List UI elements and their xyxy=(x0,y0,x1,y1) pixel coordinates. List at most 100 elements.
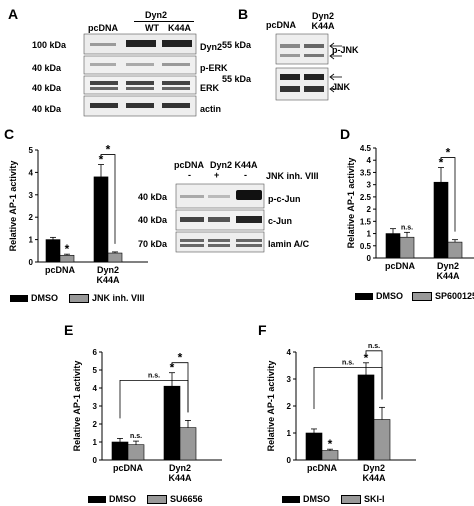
y-tick-label: 0 xyxy=(29,258,34,267)
significance-mark: * xyxy=(99,153,104,167)
y-tick-label: 0 xyxy=(287,456,292,465)
panel-b-blot-image xyxy=(275,33,342,101)
y-tick-label: 1 xyxy=(93,438,98,447)
y-tick-label: 4 xyxy=(29,168,34,177)
y-tick-label: 1.5 xyxy=(360,217,372,226)
bar-dyn2-k44a-su6656 xyxy=(179,427,197,461)
legend-swatch-dmso xyxy=(88,495,106,503)
chart-f: 0 1 2 3 4 Relative AP-1 activity pcDNA Dyn2K44A… xyxy=(266,343,416,483)
legend-swatch-dmso xyxy=(355,292,373,300)
legend-swatch-ski xyxy=(341,494,361,504)
panel-c-sign-2: + xyxy=(214,170,220,180)
significance-mark: * xyxy=(446,146,451,160)
bar-pcdna-jnk-inh-viii xyxy=(59,254,75,263)
panel-b-row-jnk: JNK xyxy=(332,82,351,92)
panel-letter-b: B xyxy=(238,6,249,22)
panel-c-kda-3: 70 kDa xyxy=(138,239,168,249)
panel-a-row-erk: ERK xyxy=(200,83,220,93)
x-category-label: pcDNA xyxy=(385,261,416,271)
y-tick-label: 4.5 xyxy=(360,144,372,153)
bar-pcdna-sp600125 xyxy=(399,236,415,259)
chart-c-legend: DMSO JNK inh. VIII xyxy=(10,293,145,303)
bar-dyn2-k44a-dmso xyxy=(163,385,181,461)
panel-a-kda-3: 40 kDa xyxy=(32,83,62,93)
x-category-label: Dyn2 xyxy=(437,261,459,271)
bar-pcdna-ski-i xyxy=(321,450,339,461)
significance-mark: * xyxy=(106,143,111,157)
y-tick-label: 6 xyxy=(93,348,98,357)
panel-letter-e: E xyxy=(64,322,74,338)
y-tick-label: 5 xyxy=(29,146,34,155)
panel-a-group-label: Dyn2 xyxy=(145,10,168,20)
panel-c-sign-3: - xyxy=(244,170,247,180)
significance-mark: * xyxy=(364,351,369,365)
panel-letter-f: F xyxy=(258,322,267,338)
x-category-label: K44A xyxy=(96,275,120,285)
legend-swatch-su xyxy=(147,494,167,504)
y-tick-label: 0 xyxy=(93,456,98,465)
panel-a-kda-2: 40 kDa xyxy=(32,63,62,73)
panel-c-lane-2: Dyn2 K44A xyxy=(210,160,258,170)
legend-swatch-jnk xyxy=(69,293,89,303)
panel-letter-c: C xyxy=(4,126,15,142)
significance-mark: n.s. xyxy=(148,372,160,379)
chart-f-legend-1: DMSO xyxy=(303,494,330,504)
significance-mark: * xyxy=(328,437,333,451)
y-tick-label: 1 xyxy=(367,230,372,239)
panel-a-kda-4: 40 kDa xyxy=(32,104,62,114)
panel-a-lane-2: WT xyxy=(145,23,159,33)
x-category-label: K44A xyxy=(436,271,460,281)
y-tick-label: 4 xyxy=(367,156,372,165)
bar-pcdna-su6656 xyxy=(127,444,145,461)
y-axis-label: Relative AP-1 activity xyxy=(72,361,82,452)
panel-a-row-actin: actin xyxy=(200,104,222,114)
panel-c-blot-image xyxy=(175,183,265,253)
bar-pcdna-dmso xyxy=(111,441,129,461)
significance-mark: * xyxy=(178,351,183,365)
y-tick-label: 0 xyxy=(367,254,372,263)
x-category-label: pcDNA xyxy=(45,265,76,275)
panel-b-lane-1: pcDNA xyxy=(266,20,297,30)
legend-swatch-dmso xyxy=(10,294,28,302)
chart-e: 0 1 2 3 4 5 6 Relative AP-1 activity pcDNA Dyn2K4… xyxy=(72,348,222,483)
chart-e-legend: DMSO SU6656 xyxy=(88,494,203,504)
panel-a-row-dyn2: Dyn2 xyxy=(200,42,223,52)
panel-a-lane-3: K44A xyxy=(168,23,192,33)
y-axis-label: Relative AP-1 activity xyxy=(266,361,276,452)
panel-a-kda-1: 100 kDa xyxy=(32,40,67,50)
panel-a-blot-image xyxy=(83,33,197,117)
y-tick-label: 3 xyxy=(29,191,34,200)
y-tick-label: 2 xyxy=(29,213,34,222)
significance-mark: n.s. xyxy=(401,224,413,231)
panel-c-row-pcjun: p-c-Jun xyxy=(268,194,301,204)
chart-c-legend-1: DMSO xyxy=(31,293,58,303)
comparison-bracket xyxy=(440,157,456,232)
y-axis-label: Relative AP-1 activity xyxy=(8,161,18,252)
bar-pcdna-dmso xyxy=(385,233,401,259)
y-tick-label: 4 xyxy=(93,384,98,393)
y-tick-label: 1 xyxy=(287,429,292,438)
chart-f-legend-2: SKI-I xyxy=(364,494,385,504)
chart-d-legend-2: SP600125 xyxy=(435,291,474,301)
comparison-bracket xyxy=(119,380,189,419)
y-tick-label: 1 xyxy=(29,236,34,245)
significance-mark: n.s. xyxy=(130,433,142,440)
chart-f-legend: DMSO SKI-I xyxy=(282,494,385,504)
y-tick-label: 2 xyxy=(287,402,292,411)
chart-d: 0 0.5 1 1.5 2 2.5 3 3.5 4 4.5 Relative AP-1 activi… xyxy=(346,144,474,281)
significance-mark: * xyxy=(65,242,70,256)
bar-dyn2-k44a-sp600125 xyxy=(447,241,463,259)
y-tick-label: 3 xyxy=(367,181,372,190)
significance-mark: n.s. xyxy=(368,343,380,350)
bar-pcdna-dmso xyxy=(305,432,323,461)
chart-d-legend-1: DMSO xyxy=(376,291,403,301)
panel-a-row-perk: p-ERK xyxy=(200,63,228,73)
x-category-label: Dyn2 xyxy=(363,463,385,473)
chart-c-legend-2: JNK inh. VIII xyxy=(92,293,145,303)
chart-e-legend-1: DMSO xyxy=(109,494,136,504)
y-tick-label: 4 xyxy=(287,348,292,357)
panel-c-lane-1: pcDNA xyxy=(174,160,205,170)
bar-pcdna-dmso xyxy=(45,239,61,263)
panel-c-kda-1: 40 kDa xyxy=(138,192,168,202)
panel-c-sign-1: - xyxy=(188,170,191,180)
